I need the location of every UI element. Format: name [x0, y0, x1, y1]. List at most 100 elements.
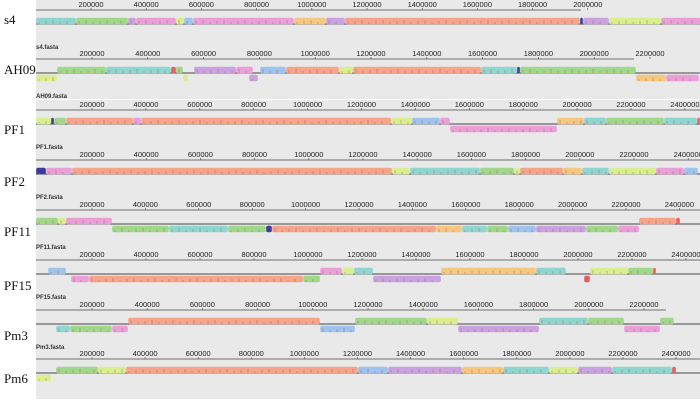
lcb-block[interactable] — [326, 17, 345, 25]
lcb-block[interactable] — [462, 366, 503, 374]
lcb-block[interactable] — [583, 17, 609, 25]
lcb-block[interactable] — [36, 374, 51, 382]
lcb-block[interactable] — [184, 17, 193, 25]
lcb-block[interactable] — [342, 267, 354, 275]
lcb-block[interactable] — [624, 325, 660, 333]
lcb-block[interactable] — [56, 325, 70, 333]
lcb-block[interactable] — [56, 366, 98, 374]
lcb-block[interactable] — [539, 317, 588, 325]
lcb-block[interactable] — [36, 74, 57, 82]
lcb-block[interactable] — [272, 225, 436, 233]
lcb-block[interactable] — [549, 366, 578, 374]
lcb-block[interactable] — [303, 275, 320, 283]
lcb-block[interactable] — [58, 217, 66, 225]
lcb-block[interactable] — [462, 225, 487, 233]
lcb-block[interactable] — [345, 17, 580, 25]
lcb-block[interactable] — [128, 17, 136, 25]
lcb-block[interactable] — [661, 17, 700, 25]
lcb-block[interactable] — [557, 117, 584, 125]
lcb-block[interactable] — [487, 225, 508, 233]
lcb-block[interactable] — [676, 217, 680, 225]
lcb-block[interactable] — [436, 225, 462, 233]
lcb-block[interactable] — [412, 117, 440, 125]
alignment-row-ah09[interactable]: 200000 400000 600000 800000 1000000 1200000 14… — [36, 49, 700, 99]
lcb-block[interactable] — [236, 66, 253, 74]
lcb-block[interactable] — [666, 74, 699, 82]
alignment-row-pf11[interactable]: 200000 400000 600000 800000 1000000 1200000 14… — [36, 200, 700, 250]
lcb-block[interactable] — [520, 66, 636, 74]
lcb-block[interactable] — [606, 117, 664, 125]
lcb-block[interactable] — [286, 66, 339, 74]
lcb-block[interactable] — [358, 366, 388, 374]
lcb-block[interactable] — [112, 325, 128, 333]
lcb-block[interactable] — [294, 17, 326, 25]
lcb-block[interactable] — [36, 217, 58, 225]
alignment-row-s4[interactable]: 200000 400000 600000 800000 1000000 1200000 14… — [36, 0, 700, 50]
lcb-block[interactable] — [176, 17, 184, 25]
lcb-block[interactable] — [76, 17, 128, 25]
lcb-block[interactable] — [672, 366, 676, 374]
lcb-block[interactable] — [70, 325, 112, 333]
lcb-block[interactable] — [697, 117, 700, 125]
lcb-block[interactable] — [133, 117, 141, 125]
lcb-block[interactable] — [249, 74, 258, 82]
alignment-row-pf1[interactable]: 200000 400000 600000 800000 1000000 1200000 14… — [36, 100, 700, 150]
lcb-block[interactable] — [639, 217, 676, 225]
lcb-block[interactable] — [612, 366, 672, 374]
lcb-block[interactable] — [628, 267, 653, 275]
lcb-block[interactable] — [410, 167, 480, 175]
lcb-block[interactable] — [339, 66, 353, 74]
lcb-block[interactable] — [373, 275, 441, 283]
lcb-block[interactable] — [584, 117, 606, 125]
lcb-block[interactable] — [660, 317, 674, 325]
lcb-block[interactable] — [580, 17, 583, 25]
lcb-block[interactable] — [126, 366, 358, 374]
lcb-block[interactable] — [183, 74, 188, 82]
alignment-row-pf15[interactable]: 200000 400000 600000 800000 1000000 1200000 14… — [36, 250, 700, 300]
lcb-block[interactable] — [450, 125, 557, 133]
lcb-block[interactable] — [169, 225, 228, 233]
lcb-block[interactable] — [66, 117, 133, 125]
lcb-block[interactable] — [609, 17, 661, 25]
lcb-block[interactable] — [586, 225, 618, 233]
lcb-block[interactable] — [458, 325, 539, 333]
lcb-block[interactable] — [36, 117, 51, 125]
lcb-block[interactable] — [320, 325, 355, 333]
lcb-block[interactable] — [536, 225, 586, 233]
lcb-block[interactable] — [320, 267, 342, 275]
lcb-block[interactable] — [98, 366, 126, 374]
lcb-block[interactable] — [106, 66, 171, 74]
alignment-row-pm6[interactable]: 200000 400000 600000 800000 1000000 1200000 14… — [36, 349, 700, 399]
lcb-block[interactable] — [355, 317, 427, 325]
alignment-row-pm3[interactable]: 200000 400000 600000 800000 1000000 1200000 14… — [36, 300, 700, 350]
lcb-block[interactable] — [503, 366, 549, 374]
lcb-block[interactable] — [193, 17, 294, 25]
lcb-block[interactable] — [517, 66, 520, 74]
lcb-block[interactable] — [141, 117, 391, 125]
lcb-block[interactable] — [354, 267, 373, 275]
lcb-block[interactable] — [36, 167, 46, 175]
lcb-block[interactable] — [684, 167, 698, 175]
lcb-block[interactable] — [588, 317, 624, 325]
lcb-block[interactable] — [618, 225, 639, 233]
alignment-row-pf2[interactable]: 200000 400000 600000 800000 1000000 1200000 14… — [36, 150, 700, 200]
lcb-block[interactable] — [440, 117, 450, 125]
lcb-block[interactable] — [636, 74, 666, 82]
lcb-block[interactable] — [112, 225, 169, 233]
lcb-block[interactable] — [57, 66, 106, 74]
lcb-block[interactable] — [54, 117, 66, 125]
lcb-block[interactable] — [260, 66, 286, 74]
lcb-block[interactable] — [72, 167, 392, 175]
lcb-block[interactable] — [176, 66, 183, 74]
lcb-block[interactable] — [508, 225, 536, 233]
lcb-block[interactable] — [171, 66, 176, 74]
lcb-block[interactable] — [563, 167, 582, 175]
lcb-block[interactable] — [89, 275, 303, 283]
lcb-block[interactable] — [590, 267, 628, 275]
lcb-block[interactable] — [392, 167, 410, 175]
lcb-block[interactable] — [128, 317, 320, 325]
lcb-block[interactable] — [582, 167, 609, 175]
lcb-block[interactable] — [481, 66, 517, 74]
lcb-block[interactable] — [609, 167, 656, 175]
lcb-block[interactable] — [520, 167, 563, 175]
